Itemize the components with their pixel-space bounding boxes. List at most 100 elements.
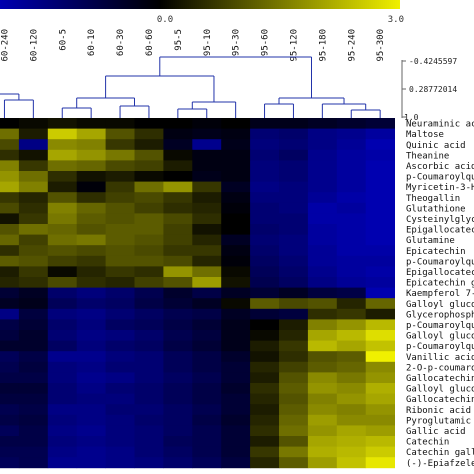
heatmap-cell	[76, 266, 106, 278]
heatmap-cell	[134, 298, 164, 310]
heatmap-cell	[0, 340, 20, 352]
heatmap-cell	[47, 308, 78, 320]
heatmap-cell	[336, 266, 367, 278]
heatmap-cell	[307, 118, 338, 129]
heatmap-cell	[105, 234, 135, 246]
row-label: Gallocatechin	[406, 374, 474, 384]
heatmap-cell	[365, 181, 395, 193]
heatmap-cell	[365, 319, 395, 331]
heatmap-cell	[163, 404, 193, 416]
heatmap-cell	[336, 160, 367, 172]
heatmap-cell	[307, 181, 338, 193]
heatmap-cell	[192, 245, 222, 257]
heatmap-cell	[336, 171, 367, 182]
heatmap-cell	[105, 308, 135, 320]
heatmap-cell	[134, 181, 164, 193]
heatmap-cell	[192, 202, 222, 214]
heatmap-cell	[307, 160, 338, 172]
heatmap-cell	[192, 160, 222, 172]
heatmap-cell	[307, 372, 338, 384]
heatmap-cell	[134, 404, 164, 416]
heatmap-cell	[18, 149, 49, 161]
heatmap-cell	[0, 404, 20, 416]
row-label: Glutathione	[406, 204, 466, 214]
column-label: 95-180	[318, 29, 328, 62]
heatmap-cell	[336, 436, 367, 447]
row-label: Glycerophosphate	[406, 310, 474, 320]
heatmap-cell	[0, 128, 20, 140]
heatmap-cell	[134, 446, 164, 458]
heatmap-cell	[47, 118, 78, 129]
column-label: 60-5	[58, 29, 68, 51]
heatmap-cell	[192, 372, 222, 384]
heatmap-cell	[134, 149, 164, 161]
heatmap-cell	[365, 425, 395, 437]
heatmap-cell	[192, 414, 222, 426]
column-label: 60-30	[116, 29, 126, 56]
heatmap-cell	[0, 171, 20, 182]
heatmap-cell	[365, 245, 395, 257]
heatmap-cell	[47, 234, 78, 246]
heatmap-cell	[336, 128, 367, 140]
heatmap-cell	[0, 457, 20, 469]
row-label: Pyroglutamic acid	[406, 416, 474, 426]
heatmap-cell	[47, 351, 78, 363]
heatmap-cell	[134, 277, 164, 288]
heatmap-cell	[47, 414, 78, 426]
heatmap-cell	[279, 425, 309, 437]
dendrogram-scale: -0.4245597 0.28772014 1.0	[401, 57, 457, 122]
heatmap-cell	[221, 128, 251, 140]
heatmap-cell	[105, 171, 135, 182]
heatmap-cell	[250, 149, 280, 161]
heatmap-cell	[163, 277, 193, 288]
heatmap-cell	[0, 149, 20, 161]
row-label: Vanillic acid	[406, 353, 474, 363]
heatmap-cell	[221, 425, 251, 437]
heatmap-cell	[365, 128, 395, 140]
heatmap-cell	[47, 393, 78, 405]
heatmap-cell	[221, 330, 251, 341]
heatmap-cell	[76, 457, 106, 469]
heatmap-cell	[336, 404, 367, 416]
heatmap-cell	[250, 351, 280, 363]
heatmap-cell	[279, 202, 309, 214]
heatmap-cell	[105, 383, 135, 394]
dendrogram-scale-label: 0.28772014	[409, 85, 457, 94]
heatmap-cell	[163, 446, 193, 458]
heatmap-cell	[279, 224, 309, 235]
heatmap-cell	[192, 266, 222, 278]
heatmap-cell	[163, 425, 193, 437]
heatmap-cell	[192, 287, 222, 299]
heatmap-cell	[76, 149, 106, 161]
heatmap-cell	[163, 213, 193, 225]
heatmap-cell	[105, 351, 135, 363]
heatmap-cell	[0, 139, 20, 151]
heatmap-cell	[279, 118, 309, 129]
heatmap-cell	[336, 446, 367, 458]
heatmap-cell	[279, 319, 309, 331]
row-label: Ribonic acid	[406, 406, 471, 416]
heatmap-cell	[336, 245, 367, 257]
heatmap-cell	[18, 287, 49, 299]
row-label: Kaempferol 7-	[406, 289, 474, 299]
heatmap-cell	[47, 266, 78, 278]
heatmap-cell	[336, 202, 367, 214]
heatmap-cell	[250, 319, 280, 331]
heatmap-cell	[134, 457, 164, 469]
heatmap-cell	[279, 139, 309, 151]
heatmap-cell	[279, 287, 309, 299]
heatmap-cell	[307, 319, 338, 331]
heatmap-cell	[279, 361, 309, 373]
heatmap-cell	[163, 160, 193, 172]
heatmap-cell	[336, 308, 367, 320]
row-label: Galloyl glucose	[406, 332, 474, 342]
heatmap-cell	[221, 224, 251, 235]
heatmap-cell	[192, 457, 222, 469]
heatmap-cell	[76, 224, 106, 235]
heatmap-cell	[105, 128, 135, 140]
heatmap-cell	[336, 277, 367, 288]
heatmap-cell	[47, 425, 78, 437]
heatmap-cell	[76, 139, 106, 151]
heatmap-cell	[134, 128, 164, 140]
heatmap-cell	[279, 393, 309, 405]
